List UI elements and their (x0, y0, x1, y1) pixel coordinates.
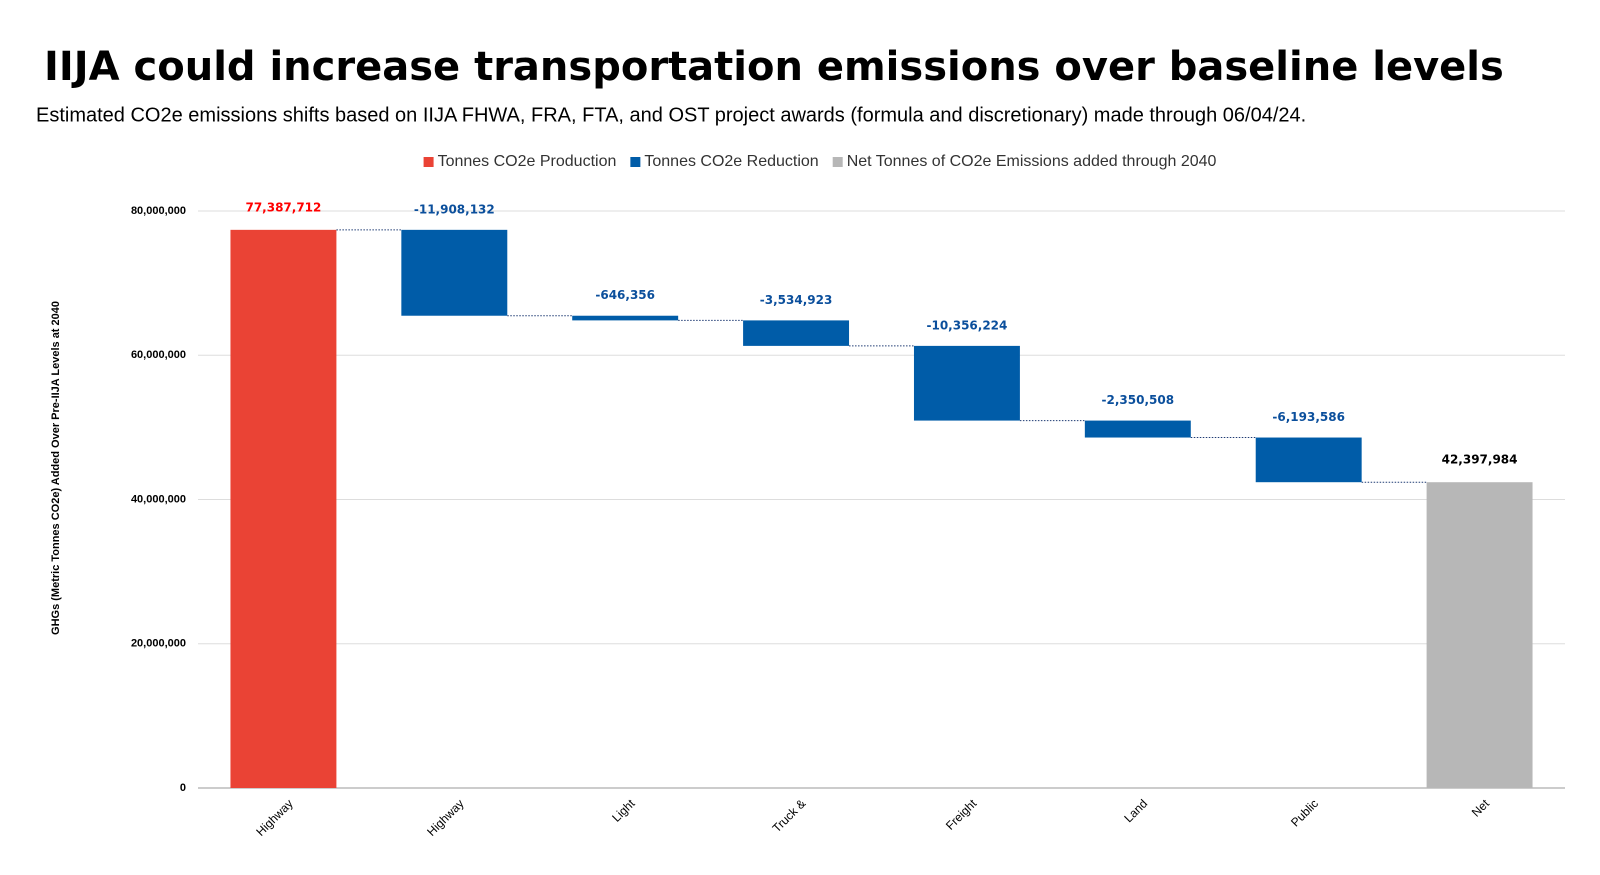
legend-label: Tonnes CO2e Reduction (644, 153, 818, 170)
value-label: -6,193,586 (1272, 410, 1345, 424)
value-label: 77,387,712 (245, 200, 321, 214)
legend-item: Tonnes CO2e Production (423, 153, 617, 170)
x-tick-label: Freight (943, 796, 980, 833)
bar (401, 229, 508, 316)
value-label: 42,397,984 (1442, 453, 1518, 467)
y-axis-label: GHGs (Metric Tonnes CO2e) Added Over Pre… (50, 301, 62, 635)
legend-label: Tonnes CO2e Production (438, 153, 617, 170)
y-tick-label: 40,000,000 (131, 493, 186, 505)
value-label: -10,356,224 (926, 318, 1007, 332)
value-label: -11,908,132 (414, 202, 495, 216)
x-tick-label: Land (1121, 796, 1150, 825)
x-tick-label: Highway (424, 796, 466, 838)
bar (913, 345, 1020, 421)
value-label: -2,350,508 (1102, 393, 1175, 407)
y-tick-label: 80,000,000 (131, 205, 186, 217)
value-label: -3,534,923 (760, 293, 833, 307)
bar (1084, 420, 1191, 438)
bar (743, 320, 850, 346)
legend-swatch (832, 157, 843, 167)
y-tick-label: 60,000,000 (131, 349, 186, 361)
bar (230, 229, 337, 788)
x-tick-label: Truck & (770, 796, 809, 835)
value-label: -646,356 (595, 288, 655, 302)
legend-item: Tonnes CO2e Reduction (630, 153, 819, 170)
bar (1255, 437, 1362, 483)
legend-swatch (630, 157, 641, 167)
legend-item: Net Tonnes of CO2e Emissions added throu… (832, 153, 1217, 170)
chart-subtitle: Estimated CO2e emissions shifts based on… (36, 104, 1306, 126)
legend-swatch (423, 157, 434, 167)
legend: Tonnes CO2e Production Tonnes CO2e Reduct… (423, 153, 1217, 170)
legend-label: Net Tonnes of CO2e Emissions added throu… (847, 153, 1217, 170)
y-tick-label: 20,000,000 (131, 638, 186, 650)
x-tick-label: Net (1469, 796, 1493, 820)
x-tick-label: Public (1288, 796, 1321, 829)
x-tick-label: Light (609, 796, 638, 825)
chart-title: IIJA could increase transportation emiss… (44, 44, 1504, 90)
x-tick-label: Highway (253, 796, 295, 838)
y-tick-label: 0 (180, 782, 186, 794)
bar (572, 315, 679, 321)
bar (1426, 482, 1533, 788)
